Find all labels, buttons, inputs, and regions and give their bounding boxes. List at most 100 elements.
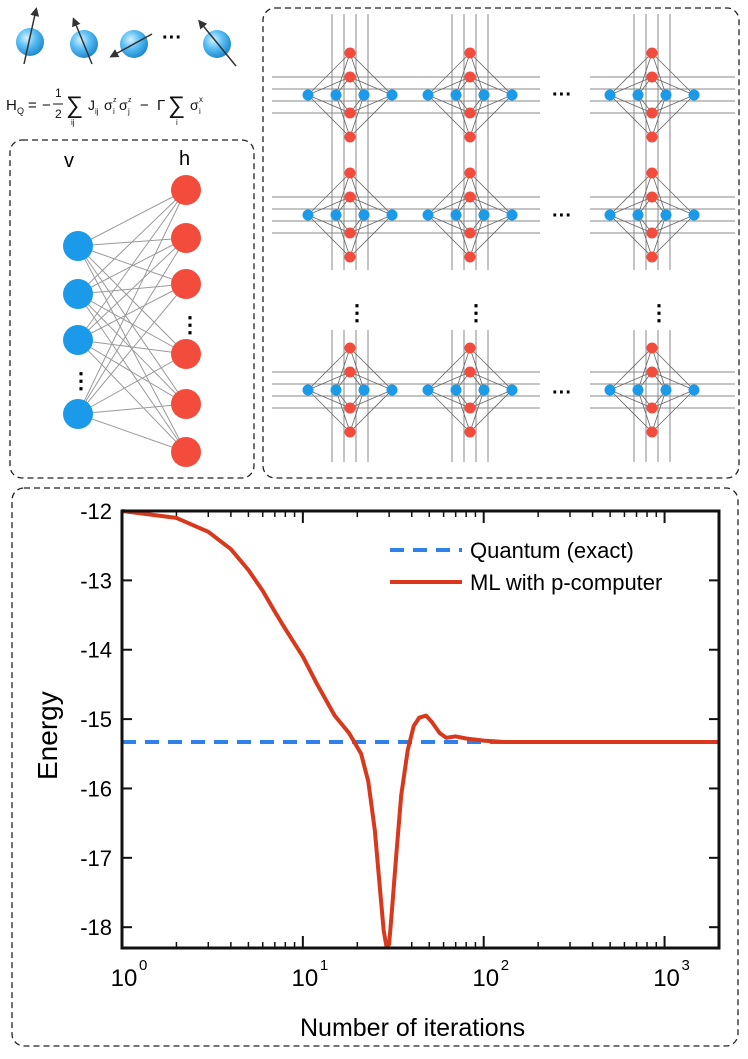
rbm-edge bbox=[77, 283, 187, 415]
cell-edge bbox=[349, 52, 393, 96]
blue-node bbox=[386, 384, 398, 396]
cell-edge bbox=[609, 94, 653, 114]
unit-cell bbox=[604, 342, 700, 438]
h-subscript: Q bbox=[17, 106, 24, 116]
sigma-x-subscript: i bbox=[199, 107, 201, 116]
equals-sign: = bbox=[28, 97, 37, 114]
cell-edge bbox=[455, 214, 471, 258]
y-tick-label: -17 bbox=[80, 846, 112, 871]
hidden-unit bbox=[171, 269, 201, 299]
cell-edge bbox=[609, 94, 653, 138]
blue-node bbox=[660, 89, 672, 101]
red-node bbox=[344, 426, 356, 438]
cell-edge bbox=[469, 389, 485, 433]
hidden-layer-label: h bbox=[179, 148, 190, 170]
cell-edge bbox=[469, 214, 513, 258]
rbm-edge bbox=[77, 339, 187, 355]
blue-node bbox=[330, 89, 342, 101]
cell-edge bbox=[651, 347, 695, 391]
blue-node bbox=[450, 384, 462, 396]
red-node bbox=[646, 251, 658, 263]
cell-edge bbox=[307, 94, 351, 114]
rbm-edge bbox=[77, 245, 187, 355]
cell-edge bbox=[651, 389, 695, 433]
sigma-i-subscript: i bbox=[113, 107, 115, 116]
chart-series bbox=[121, 509, 719, 949]
cell-edge bbox=[349, 172, 393, 216]
spin-sphere bbox=[70, 17, 98, 65]
y-axis-label: Energy bbox=[32, 691, 63, 780]
cell-edge bbox=[335, 214, 351, 258]
blue-node bbox=[330, 384, 342, 396]
blue-node bbox=[604, 384, 616, 396]
cell-edge bbox=[651, 214, 667, 258]
cell-edge bbox=[651, 94, 695, 138]
cell-edge bbox=[349, 94, 393, 138]
visible-unit bbox=[63, 325, 93, 355]
fraction-numerator: 1 bbox=[55, 86, 62, 100]
hidden-unit bbox=[171, 223, 201, 253]
y-tick-label: -13 bbox=[80, 568, 112, 593]
cell-edge bbox=[651, 172, 695, 216]
red-node bbox=[344, 342, 356, 354]
x-tick-exponent: 2 bbox=[501, 957, 509, 974]
red-node bbox=[344, 167, 356, 179]
row-ellipsis: ··· bbox=[552, 84, 572, 106]
cell-edge bbox=[307, 389, 351, 433]
cell-edge bbox=[651, 389, 667, 433]
rbm-edge bbox=[77, 189, 187, 247]
cell-edge bbox=[609, 371, 653, 391]
legend-label: ML with p-computer bbox=[470, 570, 662, 595]
column-ellipsis: ⋮ bbox=[346, 300, 368, 325]
blue-node bbox=[450, 209, 462, 221]
cell-edge bbox=[651, 196, 695, 216]
cell-edge bbox=[469, 172, 513, 216]
grid-panel-frame bbox=[262, 7, 740, 479]
cell-edge bbox=[469, 214, 513, 234]
hidden-unit bbox=[171, 339, 201, 369]
red-node bbox=[646, 47, 658, 59]
rbm-edge bbox=[77, 353, 187, 415]
unit-cell bbox=[604, 167, 700, 263]
blue-node bbox=[688, 209, 700, 221]
cell-edge bbox=[455, 52, 471, 96]
chart-panel-frame bbox=[11, 487, 739, 1047]
blue-node bbox=[632, 384, 644, 396]
cell-edge bbox=[469, 389, 513, 409]
visible-layer-label: v bbox=[64, 150, 74, 172]
red-node bbox=[464, 227, 476, 239]
cell-edge bbox=[469, 389, 513, 433]
cell-edge bbox=[427, 214, 471, 234]
red-node bbox=[646, 342, 658, 354]
cell-edge bbox=[637, 52, 653, 96]
red-node bbox=[344, 107, 356, 119]
x-tick-label: 10 bbox=[472, 965, 499, 992]
cell-edge bbox=[651, 389, 695, 409]
cell-edge bbox=[349, 214, 365, 258]
red-node bbox=[646, 366, 658, 378]
rbm-edge bbox=[77, 293, 187, 355]
blue-node bbox=[302, 384, 314, 396]
cell-edge bbox=[609, 214, 653, 258]
cell-edge bbox=[349, 347, 365, 391]
cell-edge bbox=[469, 214, 485, 258]
red-node bbox=[646, 227, 658, 239]
cell-edge bbox=[335, 172, 351, 216]
sigma-x-superscript: x bbox=[199, 95, 203, 104]
cell-edge bbox=[349, 389, 393, 433]
blue-node bbox=[632, 209, 644, 221]
cell-edge bbox=[349, 347, 393, 391]
cell-edge bbox=[349, 214, 393, 234]
blue-node bbox=[302, 209, 314, 221]
blue-node bbox=[632, 89, 644, 101]
cell-edge bbox=[637, 172, 653, 216]
blue-node bbox=[506, 384, 518, 396]
hidden-unit bbox=[171, 175, 201, 205]
cell-edge bbox=[609, 347, 653, 391]
red-node bbox=[646, 191, 658, 203]
spin-sphere bbox=[198, 19, 237, 67]
cell-edge bbox=[651, 371, 695, 391]
red-node bbox=[646, 402, 658, 414]
rbm-edge bbox=[77, 189, 187, 295]
